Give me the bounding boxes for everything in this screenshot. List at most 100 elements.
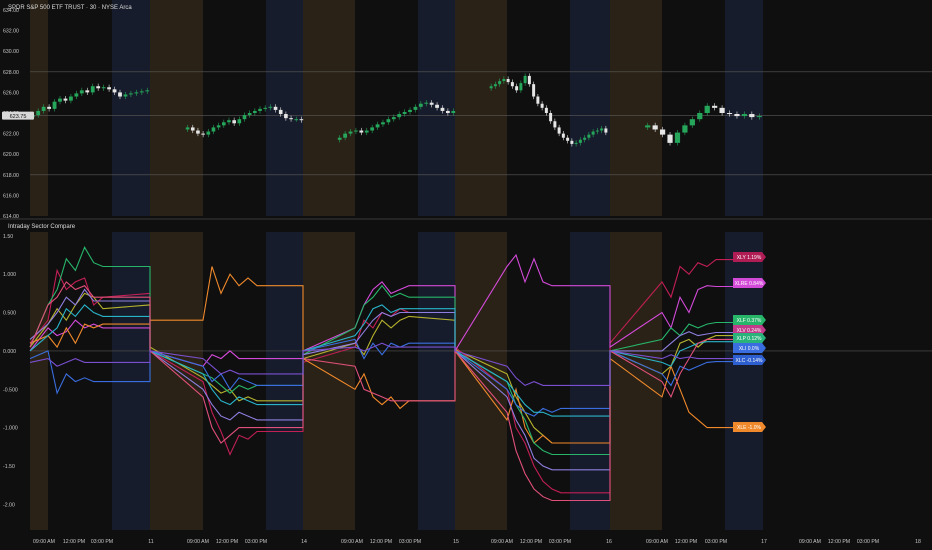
compare-tick-label: -2.00 <box>3 502 15 508</box>
candle-body <box>289 118 293 120</box>
candle-body <box>515 86 519 91</box>
candle-body <box>221 122 226 126</box>
x-tick-label: 12:00 PM <box>216 539 238 545</box>
candle-body <box>69 96 73 101</box>
session-band <box>418 0 455 216</box>
compare-tick-label: 1.000 <box>3 272 16 278</box>
candle-body <box>375 124 380 128</box>
candle-body <box>58 98 62 102</box>
candle-body <box>359 130 364 133</box>
candle-body <box>719 107 725 113</box>
x-tick-label: 18 <box>915 539 921 545</box>
series-line <box>29 288 763 471</box>
candle-body <box>540 103 544 108</box>
candle-body <box>667 134 673 143</box>
candle-body <box>263 107 268 109</box>
session-band <box>725 0 763 216</box>
candle-body <box>36 110 41 116</box>
candle-body <box>549 113 553 122</box>
price-tick-label: 620.00 <box>3 152 19 158</box>
series-line <box>29 246 763 456</box>
candle-body <box>600 128 604 131</box>
candle-body <box>299 119 304 121</box>
price-tick-label: 626.00 <box>3 90 19 96</box>
price-tick-label: 632.00 <box>3 29 19 35</box>
candle-body <box>90 86 95 93</box>
candle-body <box>557 127 561 134</box>
series-tag <box>733 252 766 262</box>
price-tick-label: 618.00 <box>3 173 19 179</box>
candle-body <box>185 127 190 130</box>
series-tag <box>733 355 766 365</box>
candle-body <box>381 122 385 125</box>
candle-body <box>63 98 68 101</box>
series-line <box>29 253 763 367</box>
price-badge <box>2 111 34 120</box>
candle-body <box>397 114 402 118</box>
candle-body <box>112 89 117 93</box>
compare-tick-label: 1.50 <box>3 234 13 240</box>
compare-tick-label: -0.500 <box>3 387 18 393</box>
candle-body <box>532 84 536 97</box>
price-tick-label: 622.00 <box>3 132 19 138</box>
candle-body <box>41 106 46 111</box>
candle-body <box>391 117 396 120</box>
candle-body <box>527 75 531 85</box>
x-tick-label: 12:00 PM <box>828 539 850 545</box>
candle-body <box>510 82 514 87</box>
candle-body <box>211 127 216 132</box>
x-tick-label: 03:00 PM <box>857 539 879 545</box>
candle-body <box>284 114 288 119</box>
x-tick-label: 11 <box>148 539 153 545</box>
candle-body <box>145 90 150 92</box>
candle-body <box>591 131 595 135</box>
series-line <box>29 281 763 502</box>
candle-body <box>435 104 439 108</box>
x-tick-label: 09:00 AM <box>799 539 821 545</box>
candle-body <box>354 130 358 132</box>
candle-body <box>659 129 666 135</box>
candle-body <box>440 107 445 111</box>
candle-body <box>79 90 84 94</box>
candle-body <box>445 110 450 113</box>
session-band <box>150 0 203 216</box>
candle-body <box>96 86 101 89</box>
candle-body <box>258 108 262 111</box>
price-tick-label: 630.00 <box>3 49 19 55</box>
candle-body <box>294 119 299 121</box>
session-band <box>266 232 303 530</box>
series-tag <box>733 343 766 353</box>
series-tag-label: XLC -0.14% <box>736 358 764 364</box>
candle-body <box>506 79 510 83</box>
candle-body <box>604 128 608 133</box>
candle-body <box>429 102 434 105</box>
candle-body <box>129 93 133 95</box>
candle-body <box>196 130 200 134</box>
candle-body <box>493 84 497 87</box>
candle-body <box>52 101 57 109</box>
series-line <box>29 342 763 387</box>
candle-body <box>749 114 755 118</box>
session-band <box>30 0 48 216</box>
candle-body <box>273 106 278 110</box>
candle-body <box>674 132 681 143</box>
price-tick-label: 634.00 <box>3 8 19 14</box>
candle-body <box>451 110 456 113</box>
candle-body <box>118 92 122 97</box>
session-band <box>418 232 455 530</box>
session-band <box>112 232 150 530</box>
candle-body <box>408 109 412 112</box>
session-band <box>455 0 507 216</box>
candle-body <box>206 131 211 135</box>
candle-body <box>697 113 703 120</box>
series-line <box>29 304 763 417</box>
x-tick-label: 16 <box>606 539 612 545</box>
candle-body <box>578 139 582 143</box>
candle-body <box>268 106 273 108</box>
session-band <box>610 0 662 216</box>
candle-body <box>424 102 429 104</box>
x-tick-label: 09:00 AM <box>33 539 55 545</box>
candle-body <box>519 83 523 91</box>
series-tag-label: XLV 0.24% <box>737 328 762 334</box>
